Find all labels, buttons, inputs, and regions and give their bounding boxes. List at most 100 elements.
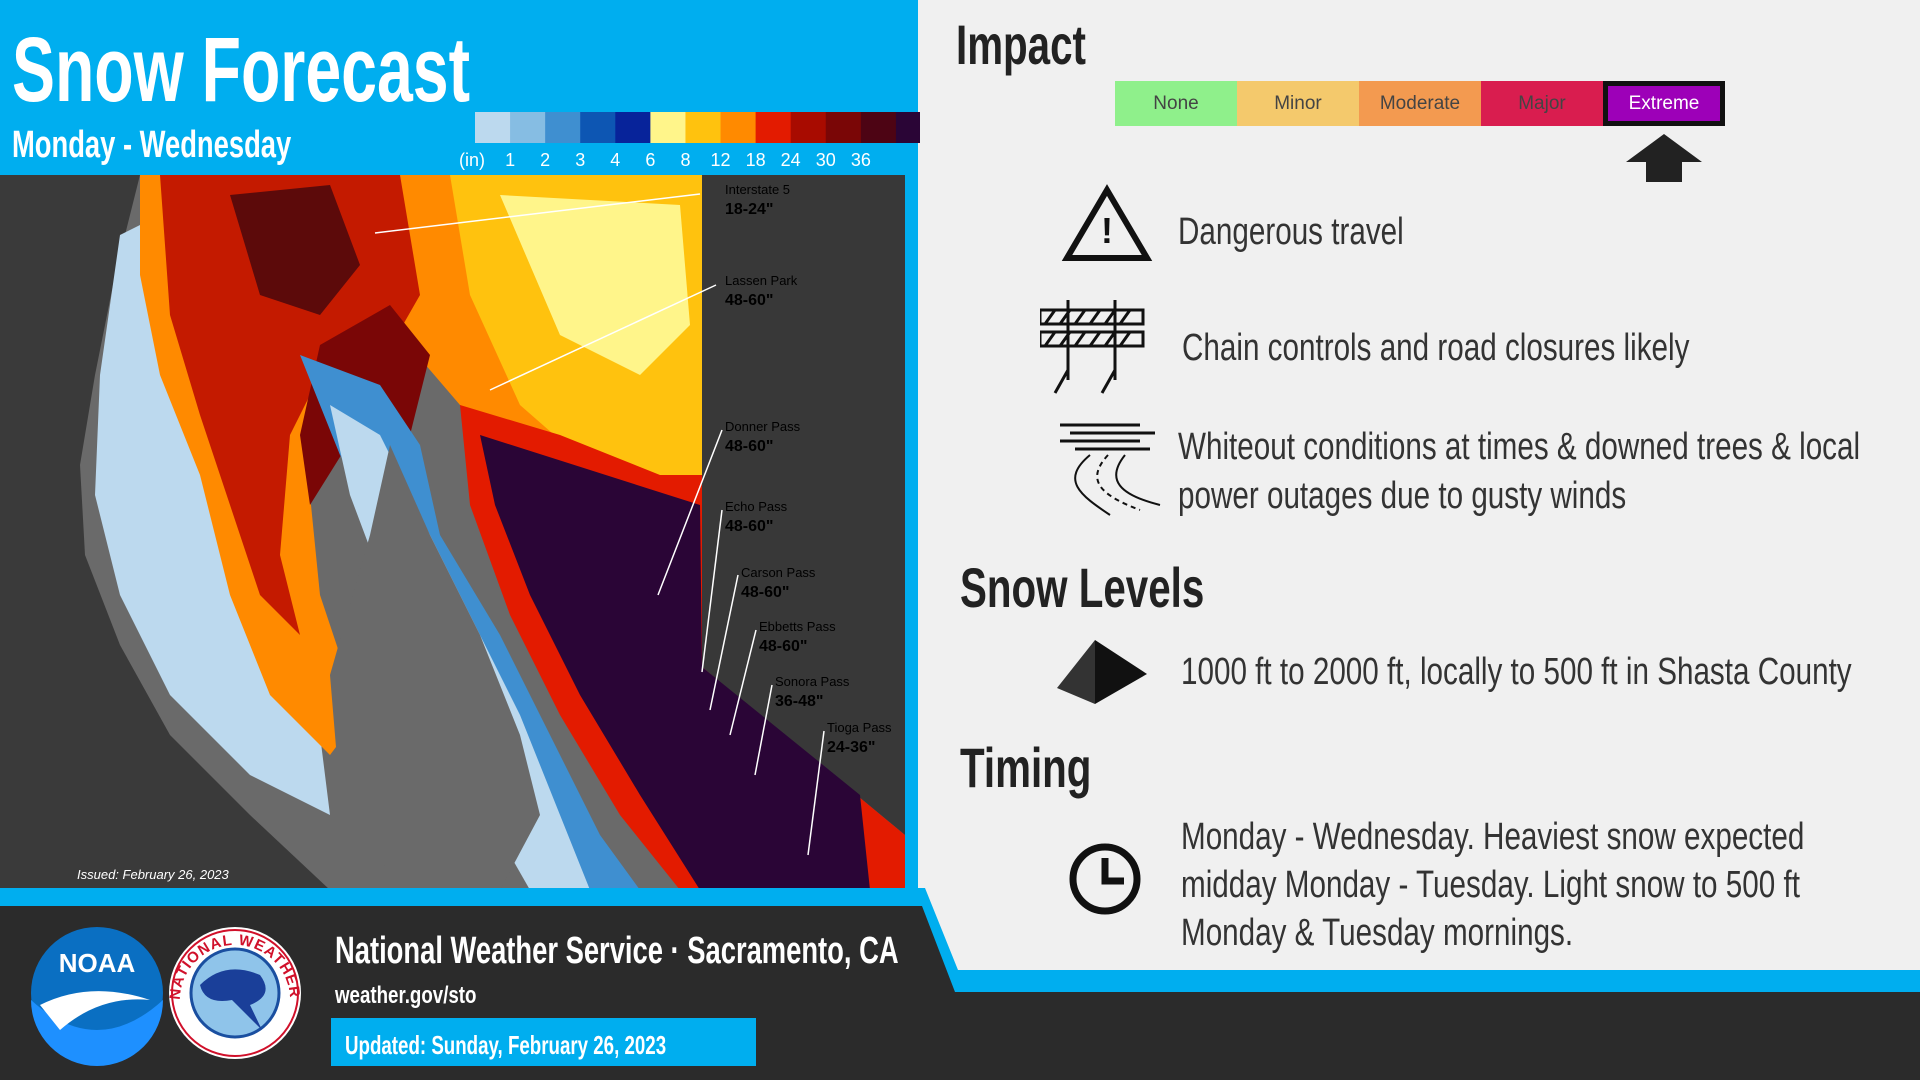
legend-tick-label: 8: [680, 150, 690, 170]
legend-swatch: [615, 112, 651, 143]
leader-line: [489, 284, 717, 391]
impact-item-text: power outages due to gusty winds: [1178, 475, 1627, 517]
legend-swatch: [475, 112, 511, 143]
snow-area: [160, 175, 420, 635]
pass-name: Interstate 5: [725, 182, 790, 197]
nws-logo-cloud: [200, 969, 266, 1030]
pass-name: Lassen Park: [725, 273, 798, 288]
url-text: weather.gov/sto: [335, 982, 477, 1009]
valley: [330, 445, 540, 890]
leader-line: [807, 730, 825, 856]
pass-amount: 36-48": [775, 693, 824, 710]
issued: Issued: February 26, 2023: [77, 867, 230, 882]
leader-line: [374, 193, 701, 234]
legend-swatch: [510, 112, 546, 143]
map: Interstate 5 18-24" Lassen Park 48-60" Donne…: [0, 175, 905, 890]
pass-name: Ebbetts Pass: [759, 619, 836, 634]
legend-swatch: [755, 112, 792, 143]
whiteout-icon: [1060, 423, 1161, 516]
updated-text: Updated: Sunday, February 26, 2023: [345, 1030, 667, 1060]
impact-level-label: Minor: [1274, 92, 1322, 114]
timing-line-text: Monday - Wednesday. Heaviest snow expect…: [1181, 816, 1805, 858]
impact-level-label: Major: [1518, 92, 1566, 114]
snow-area: [500, 195, 690, 375]
impact-level: Minor: [1237, 81, 1359, 126]
warning-icon: [1061, 184, 1153, 261]
impact-arrow: [1626, 134, 1702, 182]
impact-heading: Impact: [956, 12, 1137, 77]
pass-amount: 18-24": [725, 201, 774, 218]
legend-tick-label: 3: [575, 150, 585, 170]
title-text: Snow Forecast: [12, 19, 471, 121]
impact-item: Whiteout conditions at times & downed tr…: [1178, 423, 1920, 471]
timing-line-text: midday Monday - Tuesday. Light snow to 5…: [1181, 864, 1800, 906]
impact-item-text: Chain controls and road closures likely: [1182, 327, 1690, 369]
legend-tick-label: 18: [746, 150, 766, 170]
pass-amount: 48-60": [725, 292, 774, 309]
legend-tick-label: 24: [781, 150, 801, 170]
subtitle-text: Monday - Wednesday: [12, 124, 292, 166]
snow-levels-title: Snow Levels: [960, 556, 1205, 619]
leader-line: [701, 509, 723, 673]
impact-item: Dangerous travel: [1178, 208, 1467, 256]
legend: (in) 1 2 3 4 6 8 12 18 24 30 36: [459, 112, 920, 170]
impact-scale: None Minor Moderate Major Extreme: [1115, 0, 1735, 190]
warning-mark: !: [1101, 210, 1113, 251]
legend-tick-label: 6: [645, 150, 655, 170]
legend-tick-label: 2: [540, 150, 550, 170]
snow-levels-text: 1000 ft to 2000 ft, locally to 500 ft in…: [1181, 648, 1920, 696]
legend-swatch: [545, 112, 581, 143]
pass-name: Carson Pass: [741, 565, 816, 580]
chain-icon: [1040, 300, 1145, 394]
legend-swatch: [650, 112, 686, 143]
leader-line: [657, 429, 723, 596]
arrow-shape: [1626, 134, 1702, 182]
legend-swatch: [685, 112, 722, 143]
subtitle: Monday - Wednesday: [12, 124, 400, 167]
impact-level-label: None: [1153, 92, 1199, 114]
office: National Weather Service · Sacramento, C…: [335, 930, 1118, 973]
impact-items: Dangerous travel Chain controls and road …: [1178, 0, 1878, 540]
pass-amount: 24-36": [827, 739, 876, 756]
impact-item: Chain controls and road closures likely: [1182, 324, 1833, 372]
nws-logo: [169, 927, 301, 1059]
pass-name: Tioga Pass: [827, 720, 892, 735]
snow-levels-line: 1000 ft to 2000 ft, locally to 500 ft in…: [1181, 651, 1852, 693]
snow-levels-heading: Snow Levels: [960, 555, 1299, 620]
timing-heading: Timing: [960, 735, 1143, 800]
title: Snow Forecast: [12, 18, 666, 123]
nws-logo-ring: [171, 929, 299, 1057]
pass-amount: 48-60": [725, 438, 774, 455]
legend-swatch: [895, 112, 920, 143]
timing-line: midday Monday - Tuesday. Light snow to 5…: [1181, 861, 1881, 909]
noaa-logo-bird: [40, 991, 150, 1030]
impact-item-text: Dangerous travel: [1178, 211, 1404, 253]
updated-box: [331, 1018, 756, 1066]
pass-amount: 48-60": [741, 584, 790, 601]
timing-line: Monday & Tuesday mornings.: [1181, 909, 1881, 957]
legend-swatch: [825, 112, 862, 143]
noaa-text: NOAA: [59, 948, 136, 978]
impact-item-text: Whiteout conditions at times & downed tr…: [1178, 426, 1861, 468]
legend-swatch: [720, 112, 757, 143]
pass-amount: 48-60": [759, 638, 808, 655]
legend-tick-label: 30: [816, 150, 836, 170]
updated: Updated: Sunday, February 26, 2023: [345, 1030, 791, 1061]
legend-tick-label: 12: [711, 150, 731, 170]
leader-lines: [374, 193, 825, 856]
snow-area: [230, 185, 360, 315]
impact-level-label: Moderate: [1379, 92, 1461, 114]
timing-line: Monday - Wednesday. Heaviest snow expect…: [1181, 813, 1881, 861]
noaa-logo-wave: [31, 1000, 163, 1066]
pass-amount: 48-60": [725, 518, 774, 535]
timing-text: Monday - Wednesday. Heaviest snow expect…: [1181, 813, 1881, 957]
legend-swatch: [790, 112, 827, 143]
impact-item: power outages due to gusty winds: [1178, 472, 1753, 520]
impact-level: Extreme: [1603, 81, 1725, 126]
pass-name: Donner Pass: [725, 419, 801, 434]
timing-line-text: Monday & Tuesday mornings.: [1181, 912, 1574, 954]
clock-icon: [1069, 843, 1141, 915]
impact-level-label: Extreme: [1628, 92, 1700, 114]
mountain-icon: [1057, 640, 1147, 704]
